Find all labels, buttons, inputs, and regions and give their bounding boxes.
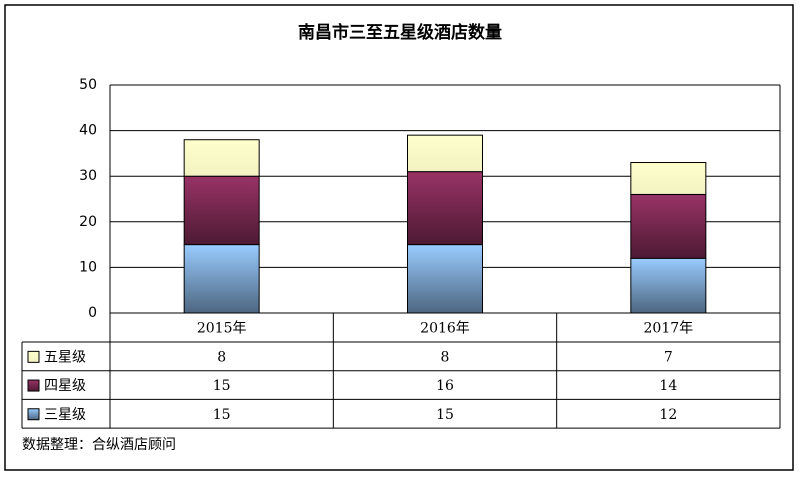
bar-segment — [407, 244, 483, 314]
chart-title: 南昌市三至五星级酒店数量 — [298, 22, 502, 43]
table-value: 8 — [217, 349, 226, 365]
table-value: 14 — [659, 378, 677, 394]
y-tick-label: 50 — [79, 77, 97, 93]
bar-segment — [407, 134, 483, 173]
bar-segment — [630, 193, 707, 259]
legend-swatch — [27, 379, 40, 392]
y-tick-label: 10 — [79, 259, 97, 275]
legend-swatch — [27, 408, 40, 421]
x-tick-label: 2015年 — [197, 321, 247, 337]
legend-label: 五星级 — [44, 349, 86, 365]
x-tick-label: 2016年 — [420, 321, 470, 337]
legend-swatch — [27, 350, 40, 363]
table-value: 15 — [213, 407, 231, 423]
bar-segment — [407, 171, 483, 246]
legend-label: 三星级 — [44, 407, 86, 423]
bar-segment — [183, 175, 260, 246]
legend-label: 四星级 — [44, 378, 86, 394]
x-tick-label: 2017年 — [644, 321, 694, 337]
y-tick-label: 20 — [79, 214, 97, 230]
bar-segment — [183, 139, 260, 177]
table-value: 8 — [441, 349, 450, 365]
bar-segment — [183, 244, 260, 314]
source-note: 数据整理：合纵酒店顾问 — [22, 437, 176, 453]
y-tick-label: 40 — [79, 123, 97, 139]
table-value: 15 — [213, 378, 231, 394]
table-value: 16 — [436, 378, 454, 394]
y-tick-label: 30 — [79, 168, 97, 184]
y-tick-label: 0 — [88, 305, 97, 321]
bar-segment — [630, 257, 707, 314]
table-value: 12 — [659, 407, 677, 423]
bar-segment — [630, 162, 707, 195]
table-value: 15 — [436, 407, 454, 423]
table-value: 7 — [664, 349, 673, 365]
